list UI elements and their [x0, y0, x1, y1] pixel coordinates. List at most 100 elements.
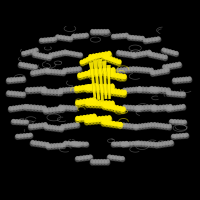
Ellipse shape: [128, 68, 133, 73]
Ellipse shape: [42, 37, 47, 42]
Ellipse shape: [169, 106, 174, 110]
Ellipse shape: [12, 77, 17, 82]
Ellipse shape: [124, 123, 129, 128]
Ellipse shape: [99, 160, 104, 165]
Ellipse shape: [88, 98, 93, 103]
Ellipse shape: [27, 49, 32, 54]
Ellipse shape: [25, 104, 30, 109]
Ellipse shape: [47, 124, 52, 129]
Ellipse shape: [131, 52, 136, 57]
Ellipse shape: [121, 142, 126, 147]
Ellipse shape: [181, 134, 186, 139]
Ellipse shape: [168, 49, 173, 54]
Ellipse shape: [163, 55, 168, 59]
Ellipse shape: [32, 88, 37, 93]
Ellipse shape: [73, 141, 78, 146]
Ellipse shape: [49, 54, 53, 59]
Ellipse shape: [88, 99, 93, 106]
Ellipse shape: [99, 159, 104, 164]
Ellipse shape: [58, 36, 63, 40]
Ellipse shape: [105, 29, 110, 34]
Ellipse shape: [147, 87, 152, 92]
Ellipse shape: [98, 54, 103, 60]
Ellipse shape: [159, 70, 164, 75]
Ellipse shape: [107, 87, 112, 94]
Ellipse shape: [110, 100, 115, 107]
Ellipse shape: [109, 56, 113, 61]
Ellipse shape: [35, 87, 40, 92]
Ellipse shape: [168, 64, 173, 69]
Ellipse shape: [128, 88, 133, 93]
Ellipse shape: [107, 154, 112, 159]
Ellipse shape: [42, 39, 47, 43]
Ellipse shape: [58, 104, 63, 109]
Ellipse shape: [52, 38, 57, 42]
Ellipse shape: [42, 88, 47, 93]
Ellipse shape: [111, 143, 116, 147]
Ellipse shape: [148, 53, 153, 57]
Ellipse shape: [56, 127, 61, 132]
Ellipse shape: [85, 99, 90, 106]
Ellipse shape: [138, 52, 143, 57]
Ellipse shape: [137, 86, 142, 91]
Ellipse shape: [49, 145, 54, 149]
Ellipse shape: [124, 141, 129, 146]
Ellipse shape: [53, 108, 58, 113]
Ellipse shape: [88, 118, 92, 125]
Ellipse shape: [116, 51, 121, 56]
Ellipse shape: [144, 50, 149, 55]
Ellipse shape: [102, 30, 107, 35]
Ellipse shape: [66, 141, 71, 145]
Ellipse shape: [58, 88, 63, 92]
Ellipse shape: [178, 133, 182, 138]
Ellipse shape: [156, 88, 161, 93]
Ellipse shape: [168, 105, 173, 111]
Ellipse shape: [122, 89, 127, 94]
Ellipse shape: [30, 141, 35, 146]
Ellipse shape: [37, 123, 42, 128]
Ellipse shape: [85, 98, 90, 104]
Ellipse shape: [165, 48, 169, 53]
Ellipse shape: [78, 87, 82, 92]
Ellipse shape: [39, 105, 44, 110]
Ellipse shape: [184, 77, 189, 81]
Ellipse shape: [15, 135, 20, 139]
Ellipse shape: [134, 125, 139, 130]
Ellipse shape: [151, 143, 156, 148]
Ellipse shape: [156, 69, 161, 74]
Ellipse shape: [101, 68, 106, 74]
Ellipse shape: [61, 142, 66, 147]
Ellipse shape: [168, 104, 173, 109]
Ellipse shape: [78, 141, 82, 146]
Ellipse shape: [63, 142, 68, 146]
Ellipse shape: [80, 85, 85, 91]
Ellipse shape: [165, 65, 170, 70]
Ellipse shape: [125, 67, 130, 72]
Ellipse shape: [104, 89, 109, 95]
Ellipse shape: [101, 53, 106, 59]
Ellipse shape: [149, 122, 154, 127]
Ellipse shape: [90, 84, 94, 89]
Ellipse shape: [125, 51, 130, 56]
Ellipse shape: [88, 84, 93, 91]
Ellipse shape: [40, 124, 45, 129]
Ellipse shape: [105, 159, 110, 164]
Ellipse shape: [157, 55, 162, 59]
Ellipse shape: [96, 160, 101, 165]
Ellipse shape: [118, 141, 122, 146]
Ellipse shape: [122, 104, 127, 109]
Ellipse shape: [15, 78, 20, 83]
Ellipse shape: [44, 54, 49, 59]
Ellipse shape: [87, 71, 92, 77]
Ellipse shape: [52, 37, 57, 41]
Ellipse shape: [77, 85, 82, 91]
Ellipse shape: [39, 88, 44, 93]
Ellipse shape: [38, 54, 43, 59]
Ellipse shape: [164, 125, 169, 130]
Ellipse shape: [169, 140, 174, 145]
Ellipse shape: [109, 72, 114, 77]
Ellipse shape: [159, 88, 164, 94]
Ellipse shape: [33, 140, 38, 145]
Ellipse shape: [152, 88, 157, 93]
Ellipse shape: [144, 87, 149, 92]
